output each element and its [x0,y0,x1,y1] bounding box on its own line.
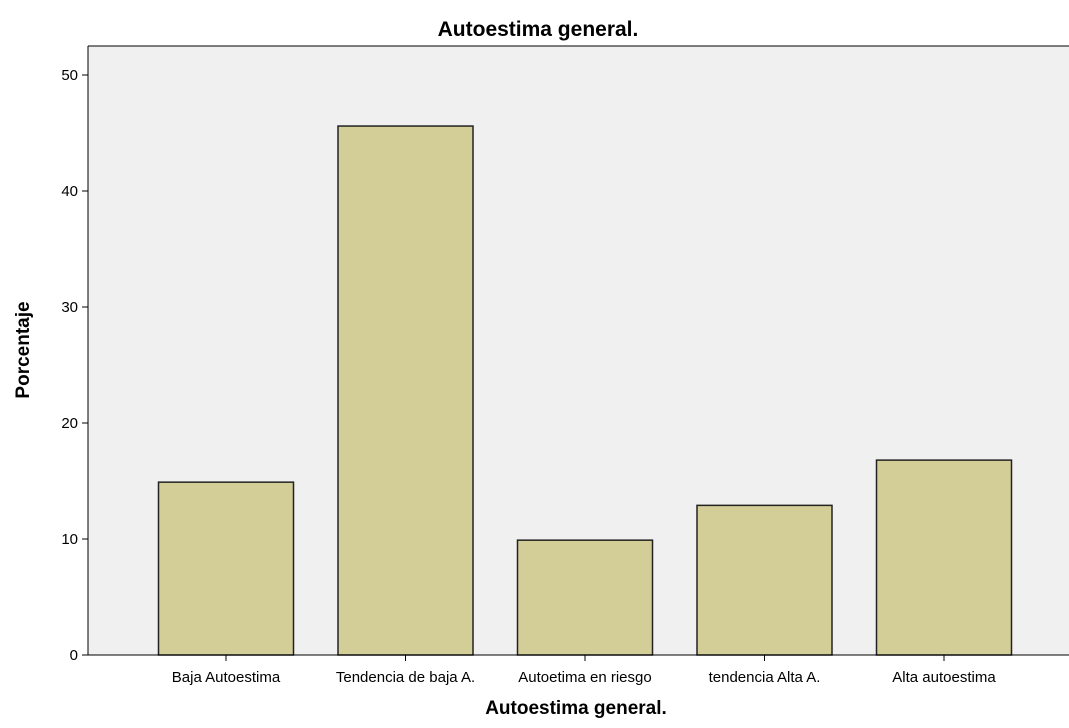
x-tick-label: tendencia Alta A. [709,669,821,686]
x-tick-label: Baja Autoestima [172,669,281,686]
y-tick-label: 0 [70,647,78,664]
x-tick-label: Alta autoestima [892,669,996,686]
y-tick-label: 40 [61,183,78,200]
y-tick-label: 30 [61,299,78,316]
x-tick-label: Tendencia de baja A. [336,669,475,686]
bar [516,539,654,656]
y-tick-label: 20 [61,415,78,432]
x-tick-label: Autoetima en riesgo [518,669,651,686]
x-axis-title: Autoestima general. [485,698,667,719]
bar [875,459,1013,656]
bar [337,125,474,656]
bar [157,481,295,656]
y-tick-label: 10 [61,531,78,548]
bar [696,504,833,656]
y-axis-title: Porcentaje [13,301,34,398]
bars [157,125,1013,656]
y-tick-label: 50 [61,67,78,84]
chart-title: Autoestima general. [438,18,639,41]
y-axis-ticks: 0 10 20 30 40 50 [61,67,88,664]
x-tick-labels: Baja Autoestima Tendencia de baja A. Autoe… [172,655,996,686]
